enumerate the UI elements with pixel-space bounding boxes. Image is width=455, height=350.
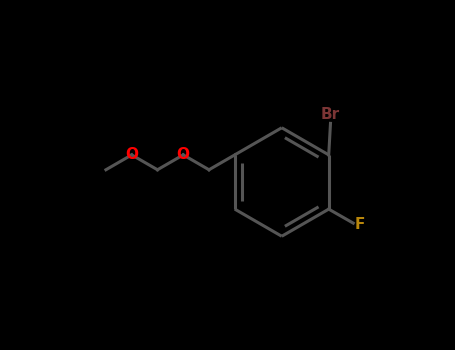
- Text: F: F: [355, 217, 365, 232]
- Text: Br: Br: [321, 107, 340, 122]
- Text: O: O: [125, 147, 138, 162]
- Text: O: O: [177, 147, 190, 162]
